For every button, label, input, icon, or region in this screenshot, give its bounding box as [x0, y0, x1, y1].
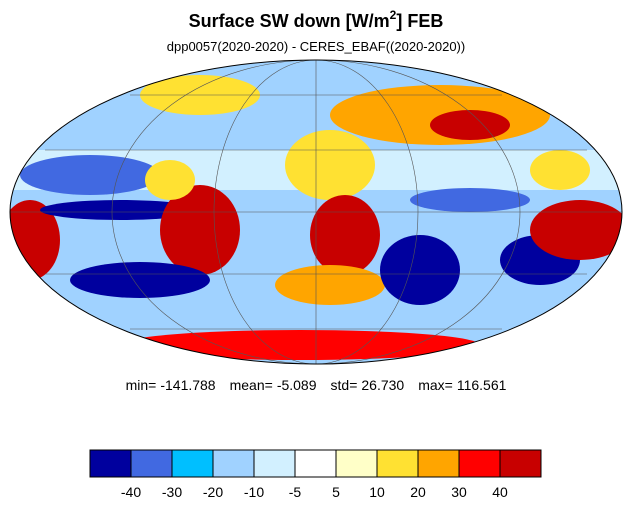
stat-value: -5.089 [277, 377, 317, 393]
colorbar-box [253, 449, 296, 478]
stat-value: 26.730 [361, 377, 404, 393]
colorbar-box [376, 449, 419, 478]
stat-value: 116.561 [457, 377, 507, 393]
colorbar-box [335, 449, 378, 478]
colorbar-tick-label: 30 [451, 484, 467, 500]
stats: min= -141.788 mean= -5.089 std= 26.730 max= 116… [126, 377, 507, 393]
colorbar-tick-label: 40 [492, 484, 508, 500]
colorbar-tick-label: 5 [332, 484, 340, 500]
colorbar-tick-label: -10 [244, 484, 264, 500]
stat-label: mean= [230, 377, 273, 393]
colorbar-tick-label: 10 [369, 484, 385, 500]
colorbar-box [294, 449, 337, 478]
colorbar-tick-label: -5 [289, 484, 302, 500]
title-end: ] FEB [396, 11, 443, 31]
title: Surface SW down [W/m2] FEB [189, 8, 444, 31]
title-main: Surface SW down [W/m [189, 11, 390, 31]
colorbar-tick-label: -30 [162, 484, 182, 500]
stat-label: max= [418, 377, 453, 393]
colorbar: -40 -30 -20 -10 -5 5 10 20 30 40 [89, 449, 542, 500]
colorbar-box [130, 449, 173, 478]
graticule [9, 59, 623, 365]
colorbar-box [458, 449, 501, 478]
stat-value: -141.788 [160, 377, 215, 393]
colorbar-tick-label: -40 [121, 484, 141, 500]
stat-label: min= [126, 377, 157, 393]
stat-label: std= [331, 377, 358, 393]
colorbar-box [171, 449, 214, 478]
colorbar-tick-label: -20 [203, 484, 223, 500]
colorbar-box [89, 449, 132, 478]
colorbar-tick-label: 20 [410, 484, 426, 500]
subtitle: dpp0057(2020-2020) - CERES_EBAF((2020-20… [167, 39, 465, 54]
colorbar-box [499, 449, 542, 478]
colorbar-box [212, 449, 255, 478]
colorbar-box [417, 449, 460, 478]
title-sup: 2 [390, 8, 397, 22]
